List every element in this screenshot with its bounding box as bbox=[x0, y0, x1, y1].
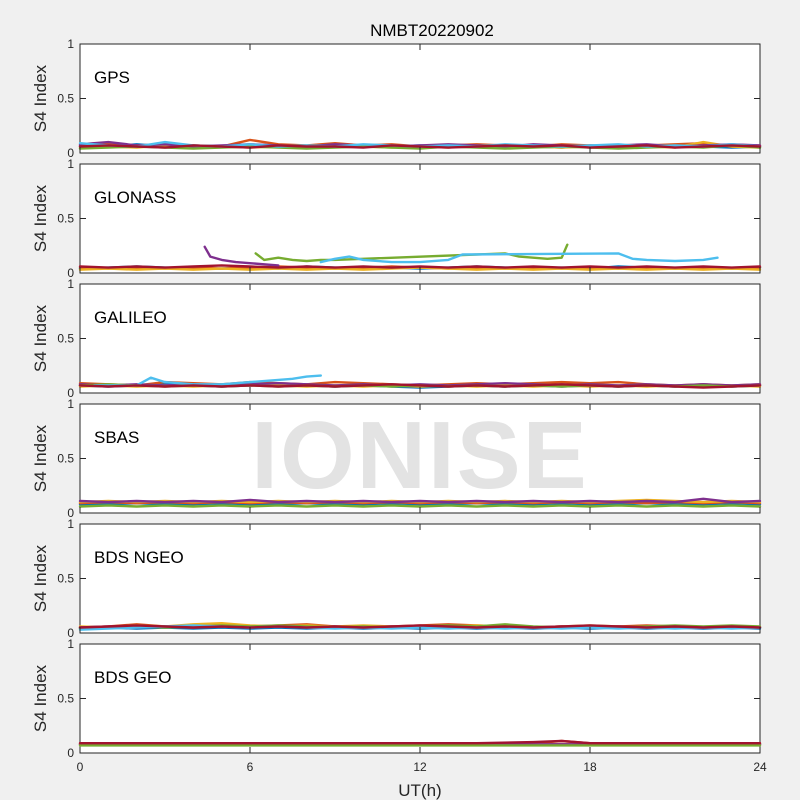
y-tick-label: 1 bbox=[67, 157, 74, 171]
axes-box bbox=[79, 43, 761, 154]
y-axis-label: S4 Index bbox=[31, 304, 50, 372]
panel-label: BDS NGEO bbox=[94, 548, 184, 567]
panel-0: 0 0.5 1 S4 Index GPS bbox=[31, 37, 762, 160]
axes-box bbox=[79, 643, 761, 754]
panel-2: 0 0.5 1 S4 Index GALILEO bbox=[31, 277, 762, 400]
x-tick-label: 0 bbox=[77, 760, 84, 774]
y-tick-label: 0.5 bbox=[57, 92, 74, 106]
y-tick-label: 0.5 bbox=[57, 692, 74, 706]
y-tick-label: 1 bbox=[67, 637, 74, 651]
y-tick-label: 0 bbox=[67, 146, 74, 160]
panels: 0 0.5 1 S4 Index GPS 0 0.5 1 S4 Index GLONASS 0 0.5… bbox=[31, 37, 767, 774]
x-tick-label: 18 bbox=[583, 760, 597, 774]
axes-box bbox=[79, 523, 761, 634]
y-tick-label: 0 bbox=[67, 266, 74, 280]
panel-label: BDS GEO bbox=[94, 668, 171, 687]
panel-5: 0 0.5 1 0 6 12 18 24 S4 Index BDS GEO bbox=[31, 637, 767, 774]
y-tick-label: 0 bbox=[67, 506, 74, 520]
panel-4: 0 0.5 1 S4 Index BDS NGEO bbox=[31, 517, 762, 640]
y-axis-label: S4 Index bbox=[31, 64, 50, 132]
y-tick-label: 1 bbox=[67, 517, 74, 531]
watermark-text: IONISE bbox=[251, 402, 588, 509]
y-tick-label: 0 bbox=[67, 626, 74, 640]
x-tick-label: 12 bbox=[413, 760, 427, 774]
x-tick-label: 6 bbox=[247, 760, 254, 774]
y-tick-label: 1 bbox=[67, 397, 74, 411]
panel-1: 0 0.5 1 S4 Index GLONASS bbox=[31, 157, 762, 280]
y-tick-label: 0.5 bbox=[57, 332, 74, 346]
y-tick-label: 0.5 bbox=[57, 212, 74, 226]
series-line-4 bbox=[78, 504, 762, 508]
series-line-3 bbox=[78, 497, 762, 504]
y-axis-label: S4 Index bbox=[31, 544, 50, 612]
y-tick-label: 0 bbox=[67, 386, 74, 400]
series-line-6 bbox=[78, 264, 762, 269]
panel-label: GLONASS bbox=[94, 188, 176, 207]
series-line-6 bbox=[78, 144, 762, 149]
y-tick-label: 0.5 bbox=[57, 452, 74, 466]
series-line-5 bbox=[78, 739, 762, 745]
y-tick-label: 0 bbox=[67, 746, 74, 760]
series-line-6 bbox=[78, 624, 762, 629]
axes-box bbox=[79, 163, 761, 274]
y-tick-label: 0.5 bbox=[57, 572, 74, 586]
series-line-5 bbox=[319, 252, 719, 264]
chart-title: NMBT20220902 bbox=[370, 21, 494, 40]
y-tick-label: 1 bbox=[67, 37, 74, 51]
panel-label: GPS bbox=[94, 68, 130, 87]
panel-3: 0 0.5 1 S4 Index SBAS bbox=[31, 397, 762, 520]
y-axis-label: S4 Index bbox=[31, 424, 50, 492]
x-axis-label: UT(h) bbox=[398, 781, 441, 800]
series-line-6 bbox=[78, 383, 762, 389]
y-axis-label: S4 Index bbox=[31, 184, 50, 252]
y-tick-label: 1 bbox=[67, 277, 74, 291]
axes-box bbox=[79, 283, 761, 394]
panel-label: GALILEO bbox=[94, 308, 167, 327]
x-tick-label: 24 bbox=[753, 760, 767, 774]
panel-label: SBAS bbox=[94, 428, 139, 447]
y-axis-label: S4 Index bbox=[31, 664, 50, 732]
series-line-3 bbox=[203, 245, 280, 267]
